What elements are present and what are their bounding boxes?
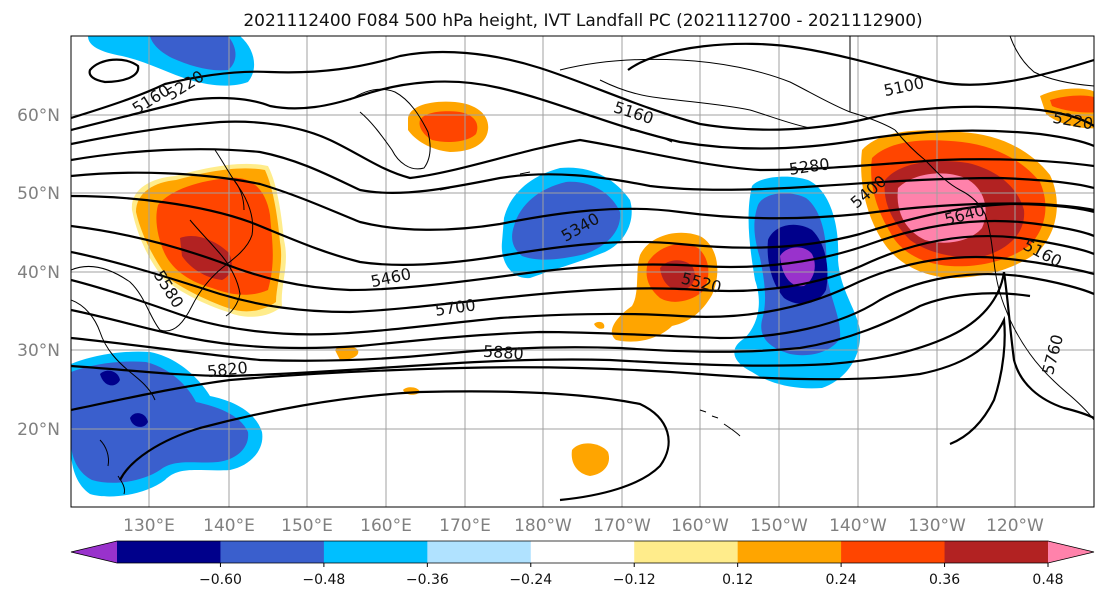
colorbar-segment — [117, 541, 221, 563]
lon-label: 120°W — [986, 516, 1044, 536]
lat-label: 60°N — [17, 106, 60, 126]
colorbar-segment — [841, 541, 946, 563]
colorbar-segment — [634, 541, 739, 563]
colorbar-tick-label: 0.24 — [826, 572, 857, 588]
lon-label: 160°E — [360, 516, 412, 536]
height-contours — [71, 42, 1094, 502]
lat-label: 30°N — [17, 341, 60, 361]
lon-label: 140°W — [829, 516, 887, 536]
colorbar-segment — [944, 541, 1049, 563]
contour-5760 — [71, 271, 1006, 378]
lat-label: 20°N — [17, 420, 60, 440]
contour-5880 — [119, 390, 670, 502]
contour-5700 — [71, 292, 1031, 362]
contour-5520 — [71, 234, 1094, 314]
contour-label: 5880 — [482, 342, 524, 364]
contour-label: 5820 — [206, 358, 248, 381]
coastlines — [71, 36, 1094, 495]
lon-label: 170°E — [439, 516, 491, 536]
colorbar-tick-label: −0.48 — [302, 572, 345, 588]
colorbar: −0.60 −0.48 −0.36 −0.24 −0.12 0.12 0.24 0.36 0.4… — [70, 540, 1095, 588]
contour-5640 — [71, 272, 1094, 350]
lon-label: 170°W — [593, 516, 651, 536]
colorbar-tick-label: 0.36 — [929, 572, 960, 588]
lon-label: 160°W — [671, 516, 729, 536]
contour-5160 — [71, 50, 1094, 131]
map-title: 2021112400 F084 500 hPa height, IVT Land… — [243, 11, 922, 31]
contour-labels: 5160 5220 5160 5100 5220 5280 5400 5340 … — [129, 66, 1094, 381]
colorbar-tick-label: −0.12 — [613, 572, 656, 588]
lon-label: 140°E — [203, 516, 255, 536]
colorbar-outline — [70, 540, 1095, 564]
lat-label: 50°N — [17, 184, 60, 204]
contour-5220 — [71, 80, 1094, 150]
colorbar-segment — [530, 541, 635, 563]
lon-label: 130°W — [908, 516, 966, 536]
colorbar-extend-high — [1048, 541, 1094, 563]
colorbar-tick-label: −0.60 — [199, 572, 242, 588]
map-frame — [70, 35, 1095, 508]
colorbar-segment — [323, 541, 428, 563]
lon-label: 150°E — [281, 516, 333, 536]
contour-5460 — [71, 219, 1094, 292]
map-panel: 5160 5220 5160 5100 5220 5280 5400 5340 … — [71, 36, 1094, 507]
colorbar-extend-low — [71, 541, 117, 563]
colorbar-segment — [427, 541, 532, 563]
longitude-labels: 130°E 140°E 150°E 160°E 170°E 180°W 170°… — [123, 516, 1044, 536]
colorbar-segment — [737, 541, 842, 563]
colorbar-tick-label: 0.12 — [722, 572, 753, 588]
contour-5340 — [71, 171, 1094, 231]
lon-label: 130°E — [123, 516, 175, 536]
colorbar-tick-label: −0.36 — [406, 572, 449, 588]
latitude-labels: 60°N 50°N 40°N 30°N 20°N — [17, 106, 60, 440]
contour-5100 — [627, 42, 1094, 86]
lon-label: 180°W — [514, 516, 572, 536]
contour-5820 — [71, 315, 1006, 446]
lon-label: 150°W — [750, 516, 808, 536]
colorbar-segment — [220, 541, 325, 563]
contour-5580 — [71, 255, 1094, 336]
colorbar-tick-label: 0.48 — [1032, 572, 1063, 588]
colorbar-tick-label: −0.24 — [509, 572, 552, 588]
contour-5280 — [71, 120, 1094, 180]
lat-label: 40°N — [17, 263, 60, 283]
contour-5400 — [71, 194, 1094, 266]
